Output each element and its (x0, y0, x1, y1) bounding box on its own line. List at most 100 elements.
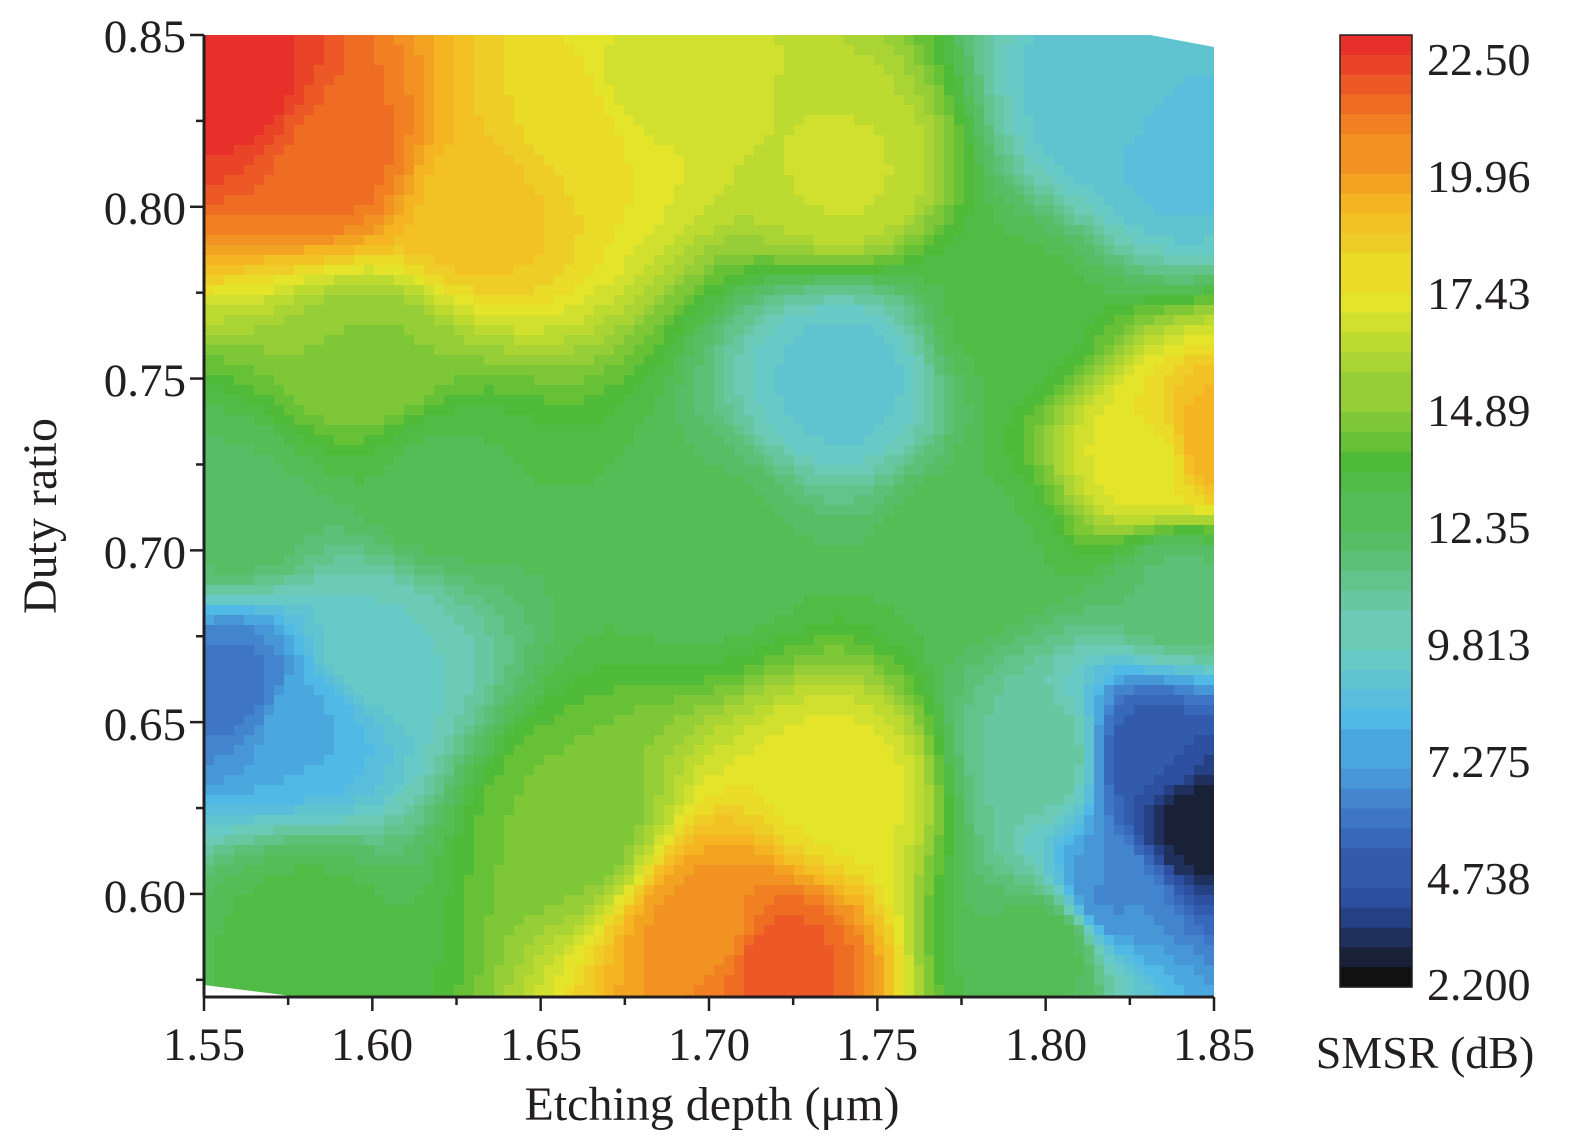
heatmap-cell (624, 475, 635, 486)
heatmap-cell (944, 75, 955, 86)
heatmap-cell (754, 435, 765, 446)
heatmap-cell (694, 395, 705, 406)
heatmap-cell (704, 205, 715, 216)
heatmap-cell (624, 445, 635, 456)
heatmap-cell (354, 365, 365, 376)
heatmap-cell (1114, 305, 1125, 316)
heatmap-cell (1174, 345, 1185, 356)
heatmap-cell (884, 115, 895, 126)
heatmap-cell (1094, 105, 1105, 116)
heatmap-cell (204, 255, 215, 266)
heatmap-cell (724, 305, 735, 316)
heatmap-cell (1004, 335, 1015, 346)
heatmap-cell (344, 135, 355, 146)
heatmap-cell (984, 225, 995, 236)
heatmap-cell (494, 435, 505, 446)
heatmap-cell (874, 45, 885, 56)
heatmap-cell (904, 235, 915, 246)
heatmap-cell (374, 415, 385, 426)
heatmap-cell (1034, 385, 1045, 396)
heatmap-cell (554, 405, 565, 416)
heatmap-cell (554, 155, 565, 166)
heatmap-cell (644, 355, 655, 366)
heatmap-cell (1124, 515, 1135, 526)
heatmap-cell (304, 85, 315, 96)
heatmap-cell (894, 355, 905, 366)
heatmap-cell (484, 105, 495, 116)
heatmap-cell (954, 345, 965, 356)
heatmap-cell (274, 135, 285, 146)
heatmap-cell (804, 265, 815, 276)
heatmap-cell (1004, 275, 1015, 286)
heatmap-cell (874, 365, 885, 376)
heatmap-cell (224, 385, 235, 396)
heatmap-cell (404, 125, 415, 136)
heatmap-cell (1024, 85, 1035, 96)
heatmap-cell (694, 455, 705, 466)
heatmap-cell (1174, 365, 1185, 376)
heatmap-cell (424, 235, 435, 246)
heatmap-cell (774, 445, 785, 456)
heatmap-cell (1014, 325, 1025, 336)
heatmap-cell (754, 105, 765, 116)
heatmap-cell (934, 335, 945, 346)
heatmap-cell (304, 435, 315, 446)
heatmap-cell (274, 375, 285, 386)
heatmap-cell (264, 315, 275, 326)
heatmap-cell (864, 235, 875, 246)
heatmap-cell (1094, 225, 1105, 236)
heatmap-cell (1174, 225, 1185, 236)
heatmap-cell (754, 275, 765, 286)
heatmap-cell (694, 45, 705, 56)
heatmap-cell (224, 375, 235, 386)
heatmap-cell (954, 265, 965, 276)
heatmap-cell (574, 205, 585, 216)
heatmap-cell (1204, 265, 1214, 276)
heatmap-cell (744, 405, 755, 416)
heatmap-cell (754, 75, 765, 86)
heatmap-cell (1114, 105, 1125, 116)
heatmap-cell (384, 205, 395, 216)
heatmap-cell (474, 425, 485, 436)
heatmap-cell (674, 65, 685, 76)
heatmap-cell (364, 95, 375, 106)
heatmap-cell (1004, 435, 1015, 446)
heatmap-cell (944, 35, 955, 46)
heatmap-cell (404, 445, 415, 456)
heatmap-cell (764, 165, 775, 176)
heatmap-cell (574, 85, 585, 96)
heatmap-cell (1044, 415, 1055, 426)
heatmap-cell (754, 305, 765, 316)
heatmap-cell (524, 335, 535, 346)
heatmap-cell (694, 355, 705, 366)
heatmap-cell (784, 95, 795, 106)
heatmap-cell (1144, 255, 1155, 266)
heatmap-cell (634, 485, 645, 496)
heatmap-cell (274, 85, 285, 96)
heatmap-cell (714, 515, 725, 526)
heatmap-cell (1004, 225, 1015, 236)
heatmap-cell (734, 105, 745, 116)
heatmap-cell (1054, 175, 1065, 186)
heatmap-cell (444, 355, 455, 366)
heatmap-cell (834, 475, 845, 486)
heatmap-cell (1064, 45, 1075, 56)
heatmap-cell (1124, 475, 1135, 486)
heatmap-cell (584, 325, 595, 336)
heatmap-cell (1144, 165, 1155, 176)
heatmap-cell (814, 225, 825, 236)
heatmap-cell (604, 245, 615, 256)
heatmap-cell (414, 235, 425, 246)
heatmap-cell (824, 245, 835, 256)
heatmap-cell (394, 225, 405, 236)
heatmap-cell (1064, 405, 1075, 416)
heatmap-cell (964, 265, 975, 276)
heatmap-cell (784, 35, 795, 46)
heatmap-cell (1174, 45, 1185, 56)
heatmap-cell (634, 145, 645, 156)
heatmap-cell (604, 375, 615, 386)
heatmap-cell (664, 355, 675, 366)
heatmap-cell (1084, 275, 1095, 286)
heatmap-cell (474, 505, 485, 516)
heatmap-cell (694, 125, 705, 136)
